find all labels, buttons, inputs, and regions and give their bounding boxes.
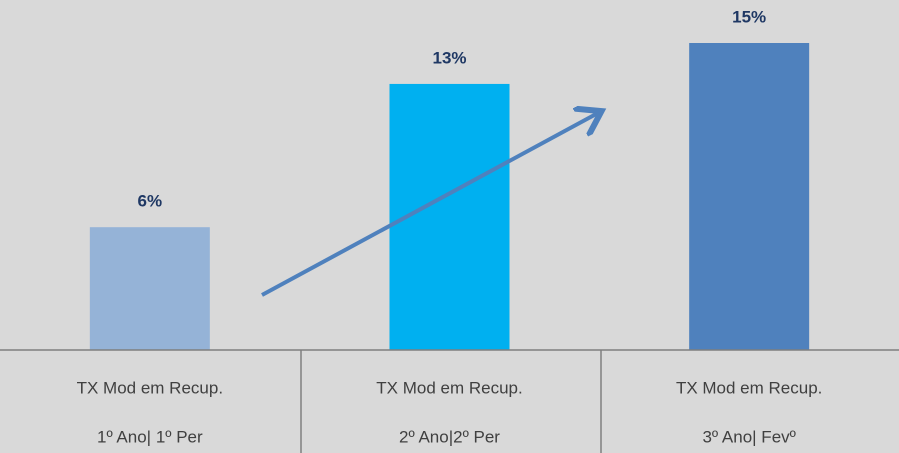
trend-arrow [261,113,598,297]
category-label: 2º Ano|2º Per [399,427,500,446]
bars [89,43,810,350]
value-label: 15% [732,7,766,26]
category-label: TX Mod em Recup. [77,378,223,397]
category-label: TX Mod em Recup. [676,378,822,397]
value-label: 6% [138,192,163,211]
category-label: 1º Ano| 1º Per [97,427,203,446]
bar [689,43,810,350]
category-label: TX Mod em Recup. [376,378,522,397]
value-label: 13% [432,48,466,67]
category-label: 3º Ano| Fevº [702,427,795,446]
bar [89,227,210,350]
